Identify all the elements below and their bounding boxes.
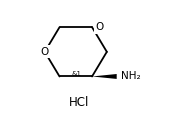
Text: O: O <box>41 47 49 57</box>
Text: HCl: HCl <box>69 96 89 109</box>
Text: NH₂: NH₂ <box>121 71 141 81</box>
Text: &1: &1 <box>71 72 81 77</box>
Text: O: O <box>95 22 104 32</box>
Polygon shape <box>92 74 117 79</box>
